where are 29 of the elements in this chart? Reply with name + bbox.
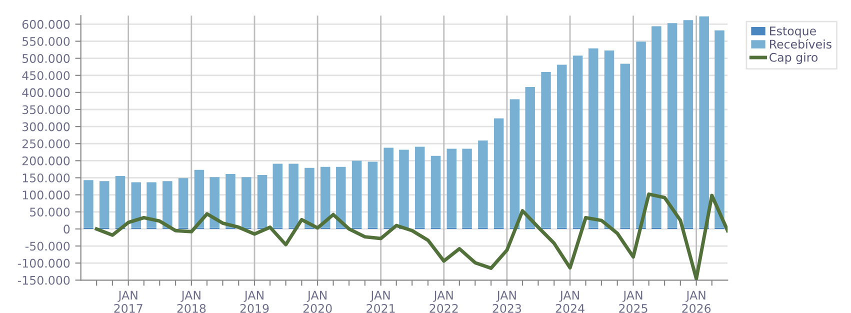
legend-label: Estoque: [770, 26, 816, 38]
y-tick-label: 450.000: [22, 71, 70, 80]
y-tick-label: 500.000: [22, 54, 70, 63]
y-tick-label: 0: [64, 224, 70, 234]
x-tick-label: JAN 2021: [366, 290, 395, 313]
x-tick-label: JAN 2022: [430, 290, 458, 313]
x-tick-label: JAN 2023: [492, 290, 522, 313]
y-tick-label: -150.000: [18, 276, 70, 285]
x-tick-label: JAN 2017: [114, 290, 142, 313]
y-tick-label: 100.000: [22, 190, 70, 200]
y-tick-label: -100.000: [18, 258, 70, 268]
y-tick-label: 300.000: [22, 122, 70, 132]
y-tick-label: 200.000: [22, 156, 70, 166]
y-tick-label: 50.000: [30, 208, 70, 217]
y-tick-label: 350.000: [22, 105, 70, 114]
y-tick-label: 250.000: [22, 139, 70, 148]
x-tick-label: JAN 2026: [682, 290, 711, 313]
legend-label: Recebíveis: [770, 39, 832, 49]
y-tick-label: 150.000: [22, 173, 70, 182]
x-tick-label: JAN 2018: [177, 290, 206, 313]
x-tick-label: JAN 2025: [619, 290, 648, 313]
y-tick-label: 400.000: [22, 88, 70, 98]
legend-label: Cap giro: [770, 52, 818, 64]
y-tick-label: 550.000: [22, 36, 70, 46]
x-tick-label: JAN 2024: [556, 290, 584, 313]
x-tick-label: JAN 2019: [240, 290, 269, 313]
y-tick-label: -50.000: [25, 242, 70, 251]
x-tick-label: JAN 2020: [303, 290, 332, 313]
y-tick-label: 600.000: [22, 20, 70, 29]
